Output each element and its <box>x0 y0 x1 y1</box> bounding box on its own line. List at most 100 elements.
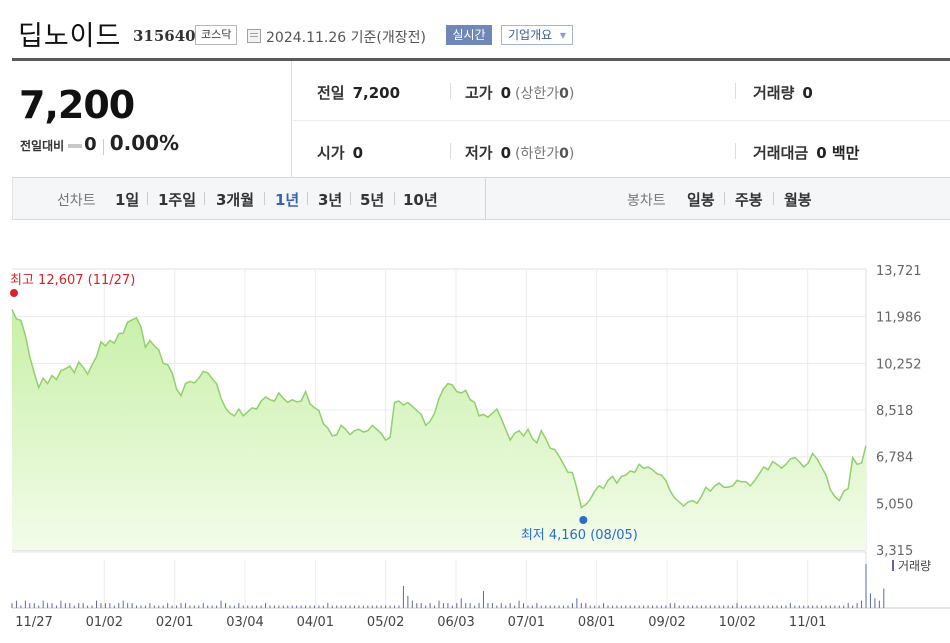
x-tick-label: 11/01 <box>789 615 826 630</box>
line-chart-label: 선차트 <box>57 193 96 209</box>
calendar-icon <box>247 29 261 43</box>
divider <box>102 138 104 155</box>
x-axis: 11/27 01/02 02/01 03/04 04/01 05/02 06/03 07/01… <box>15 615 826 630</box>
y-tick-label: 5,050 <box>876 497 913 512</box>
divider <box>450 83 451 99</box>
price-chart-svg: 13,721 11,986 10,252 8,518 6,784 5,050 3,315 최… <box>10 264 950 630</box>
stat-open: 시가 0 <box>317 142 363 163</box>
divider <box>307 192 308 205</box>
stat-label: 거래대금 <box>753 144 809 162</box>
x-tick-label: 04/01 <box>297 615 334 630</box>
y-tick-label: 6,784 <box>876 451 913 466</box>
basis-date: 2024.11.26 기준(개장전) <box>266 30 426 46</box>
period-5y[interactable]: 5년 <box>360 191 385 209</box>
stat-label: 전일 <box>317 84 345 102</box>
flat-icon <box>68 143 83 148</box>
y-tick-label: 8,518 <box>876 404 913 419</box>
realtime-button[interactable]: 실시간 <box>446 25 492 45</box>
high-annotation: 최고 12,607 (11/27) <box>10 273 135 288</box>
high-marker <box>10 289 18 297</box>
divider <box>394 192 395 205</box>
x-tick-label: 09/02 <box>648 615 685 630</box>
period-10y[interactable]: 10년 <box>403 191 438 209</box>
x-tick-label: 08/01 <box>578 615 615 630</box>
lower-limit: (하한가0) <box>515 146 575 162</box>
divider <box>485 178 486 220</box>
period-3m[interactable]: 3개월 <box>216 191 255 209</box>
stat-low: 저가 0 (하한가0) <box>465 142 574 163</box>
candle-daily[interactable]: 일봉 <box>687 191 715 209</box>
stat-prev-close: 전일 7,200 <box>317 82 400 103</box>
stat-value: 0 <box>352 144 364 162</box>
y-tick-label: 13,721 <box>876 264 922 279</box>
candle-chart-label: 봉차트 <box>627 193 666 209</box>
divider <box>773 192 774 205</box>
candle-monthly[interactable]: 월봉 <box>784 191 812 209</box>
y-tick-label: 10,252 <box>876 357 922 372</box>
stat-high: 고가 0 (상한가0) <box>465 82 574 103</box>
x-tick-label: 01/02 <box>86 615 123 630</box>
price-line <box>11 309 867 509</box>
stat-volume: 거래량 0 <box>753 82 813 103</box>
change-line: 전일대비 0 0.00% <box>20 131 179 155</box>
period-bar: 선차트 1일 1주일 3개월 1년 3년 5년 10년 봉차트 일봉 주봉 월봉 <box>12 178 950 220</box>
stock-name: 딥노이드 <box>18 21 122 52</box>
x-tick-label: 10/02 <box>719 615 756 630</box>
y-tick-label: 11,986 <box>876 311 922 326</box>
price-area <box>12 309 866 550</box>
title-bar: 딥노이드 315640 코스닥 2024.11.26 기준(개장전) 실시간 기… <box>0 0 950 58</box>
x-tick-label: 03/04 <box>226 615 263 630</box>
upper-limit-value: 0 <box>559 86 569 102</box>
divider <box>264 192 265 205</box>
upper-limit-label: 상한가 <box>520 86 560 102</box>
period-1w[interactable]: 1주일 <box>158 191 197 209</box>
company-overview-label: 기업개요 <box>508 28 553 42</box>
period-3y[interactable]: 3년 <box>318 191 343 209</box>
current-price: 7,200 <box>19 83 135 127</box>
lower-limit-label: 하한가 <box>520 146 560 162</box>
stat-label: 저가 <box>465 144 493 162</box>
stat-label: 시가 <box>317 144 345 162</box>
chevron-down-icon: ▼ <box>559 31 566 40</box>
market-badge: 코스닥 <box>195 25 238 45</box>
low-annotation: 최저 4,160 (08/05) <box>521 528 638 543</box>
x-tick-label: 02/01 <box>156 615 193 630</box>
x-tick-label: 06/03 <box>437 615 474 630</box>
divider <box>724 192 725 205</box>
company-overview-button[interactable]: 기업개요 ▼ <box>501 25 573 45</box>
stock-code: 315640 <box>133 27 196 45</box>
volume-legend-marker <box>892 560 894 571</box>
annotations: 최고 12,607 (11/27) 최저 4,160 (08/05) <box>10 273 638 543</box>
volume-legend: 거래량 <box>898 559 931 573</box>
stat-label: 거래량 <box>753 84 795 102</box>
change-rate: 0.00% <box>109 131 180 155</box>
stat-value: 0 <box>500 144 512 162</box>
price-chart: 13,721 11,986 10,252 8,518 6,784 5,050 3,315 최… <box>0 220 950 643</box>
volume-chart: 거래량 <box>11 551 950 609</box>
stat-label: 고가 <box>465 84 493 102</box>
row-divider <box>293 120 950 121</box>
stat-value: 0 백만 <box>816 144 860 162</box>
divider <box>147 192 148 205</box>
stat-value: 0 <box>802 84 813 102</box>
divider <box>204 192 205 205</box>
x-tick-label: 07/01 <box>508 615 545 630</box>
stats-grid: 전일 7,200 고가 0 (상한가0) 거래량 0 시가 0 저가 0 (하한가0) 거래대… <box>293 61 950 178</box>
divider <box>450 143 451 159</box>
low-marker <box>579 516 588 524</box>
price-box: 7,200 전일대비 0 0.00% <box>12 61 292 178</box>
y-axis: 13,721 11,986 10,252 8,518 6,784 5,050 3,315 <box>876 264 922 559</box>
stat-amount: 거래대금 0 백만 <box>753 142 859 163</box>
period-1y[interactable]: 1년 <box>275 191 300 209</box>
divider <box>350 192 351 205</box>
x-tick-label: 11/27 <box>15 615 52 630</box>
price-summary: 7,200 전일대비 0 0.00% 전일 7,200 고가 0 (상한가0) 거래량 0 … <box>12 58 950 178</box>
divider <box>735 143 736 159</box>
stat-value: 0 <box>500 84 512 102</box>
stat-value: 7,200 <box>352 84 401 102</box>
change-value: 0 <box>84 134 97 155</box>
candle-weekly[interactable]: 주봉 <box>735 191 763 209</box>
period-1d[interactable]: 1일 <box>115 191 140 209</box>
x-tick-label: 05/02 <box>367 615 404 630</box>
change-label: 전일대비 <box>20 139 65 153</box>
